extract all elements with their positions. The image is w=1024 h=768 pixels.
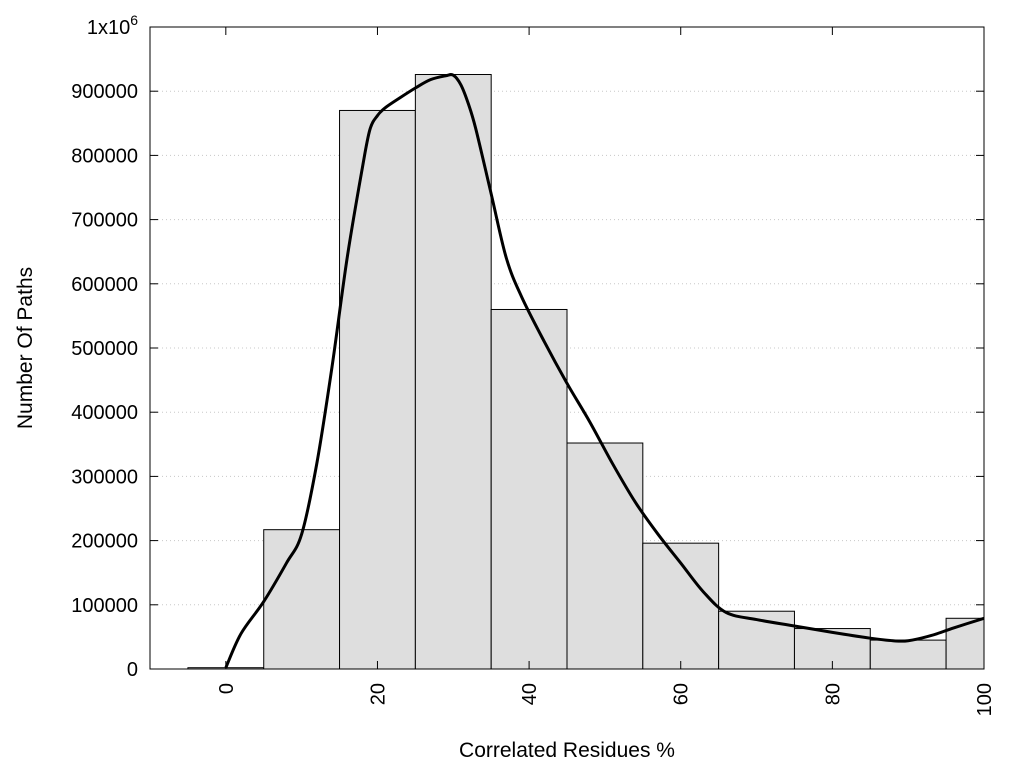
y-tick-label: 300000 — [71, 466, 138, 488]
x-tick-label: 60 — [671, 683, 693, 705]
y-tick-label: 500000 — [71, 338, 138, 360]
y-tick-label: 100000 — [71, 595, 138, 617]
histogram-bar — [945, 617, 985, 670]
y-tick-label: 800000 — [71, 145, 138, 167]
histogram-bar — [263, 529, 341, 670]
density-curve — [224, 72, 985, 669]
y-tick-label: 700000 — [71, 210, 138, 232]
x-tick-label: 20 — [367, 683, 389, 705]
histogram-bar — [490, 308, 568, 670]
y-axis-top-label: 1x106 — [87, 12, 138, 39]
histogram-bar — [414, 74, 492, 670]
y-tick-label: 0 — [127, 659, 138, 681]
y-tick-label: 600000 — [71, 274, 138, 296]
x-tick-label: 80 — [822, 683, 844, 705]
histogram-bar — [869, 639, 947, 670]
x-axis-ticks: 0 20 40 60 80 100 — [216, 27, 996, 716]
x-tick-label: 100 — [974, 683, 996, 716]
y-tick-label: 900000 — [71, 81, 138, 103]
y-tick-label: 400000 — [71, 402, 138, 424]
x-axis-title: Correlated Residues % — [459, 739, 675, 762]
histogram-bars — [187, 74, 985, 670]
y-axis-title: Number Of Paths — [14, 267, 37, 429]
histogram-bar — [566, 442, 644, 670]
y-tick-label: 200000 — [71, 531, 138, 553]
x-tick-label: 40 — [519, 683, 541, 705]
x-tick-label: 0 — [216, 683, 238, 694]
y-axis-ticks: 0 100000 200000 300000 400000 500000 600000 700… — [71, 81, 984, 681]
histogram-bar — [339, 109, 416, 670]
